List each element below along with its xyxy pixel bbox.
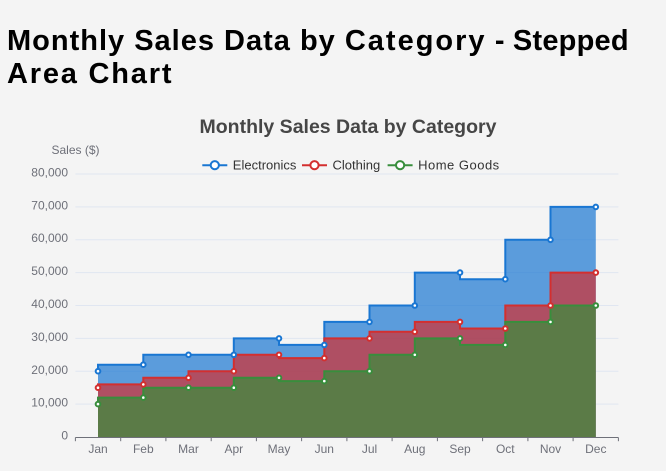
svg-text:Jul: Jul [362, 442, 377, 456]
svg-text:Mar: Mar [178, 442, 199, 456]
svg-text:Nov: Nov [540, 442, 561, 456]
svg-text:Feb: Feb [133, 442, 154, 456]
svg-text:Aug: Aug [404, 442, 425, 456]
svg-text:May: May [268, 442, 291, 456]
svg-text:Jan: Jan [88, 442, 107, 456]
svg-text:50,000: 50,000 [31, 264, 68, 278]
svg-text:Home Goods: Home Goods [418, 158, 500, 173]
svg-text:Oct: Oct [496, 442, 515, 456]
svg-text:20,000: 20,000 [31, 363, 68, 377]
svg-text:Dec: Dec [585, 442, 606, 456]
svg-text:0: 0 [61, 429, 68, 443]
svg-text:30,000: 30,000 [31, 330, 68, 344]
svg-text:80,000: 80,000 [31, 166, 68, 180]
svg-text:Jun: Jun [315, 442, 334, 456]
svg-text:Sales ($): Sales ($) [51, 143, 99, 157]
svg-text:Monthly Sales Data by Category: Monthly Sales Data by Category [200, 116, 497, 138]
svg-text:70,000: 70,000 [31, 198, 68, 212]
svg-text:Apr: Apr [224, 442, 243, 456]
svg-text:Clothing: Clothing [333, 158, 381, 173]
svg-text:Electronics: Electronics [233, 158, 297, 173]
svg-text:Sep: Sep [449, 442, 471, 456]
svg-text:10,000: 10,000 [31, 396, 68, 410]
svg-text:40,000: 40,000 [31, 297, 68, 311]
svg-text:60,000: 60,000 [31, 231, 68, 245]
